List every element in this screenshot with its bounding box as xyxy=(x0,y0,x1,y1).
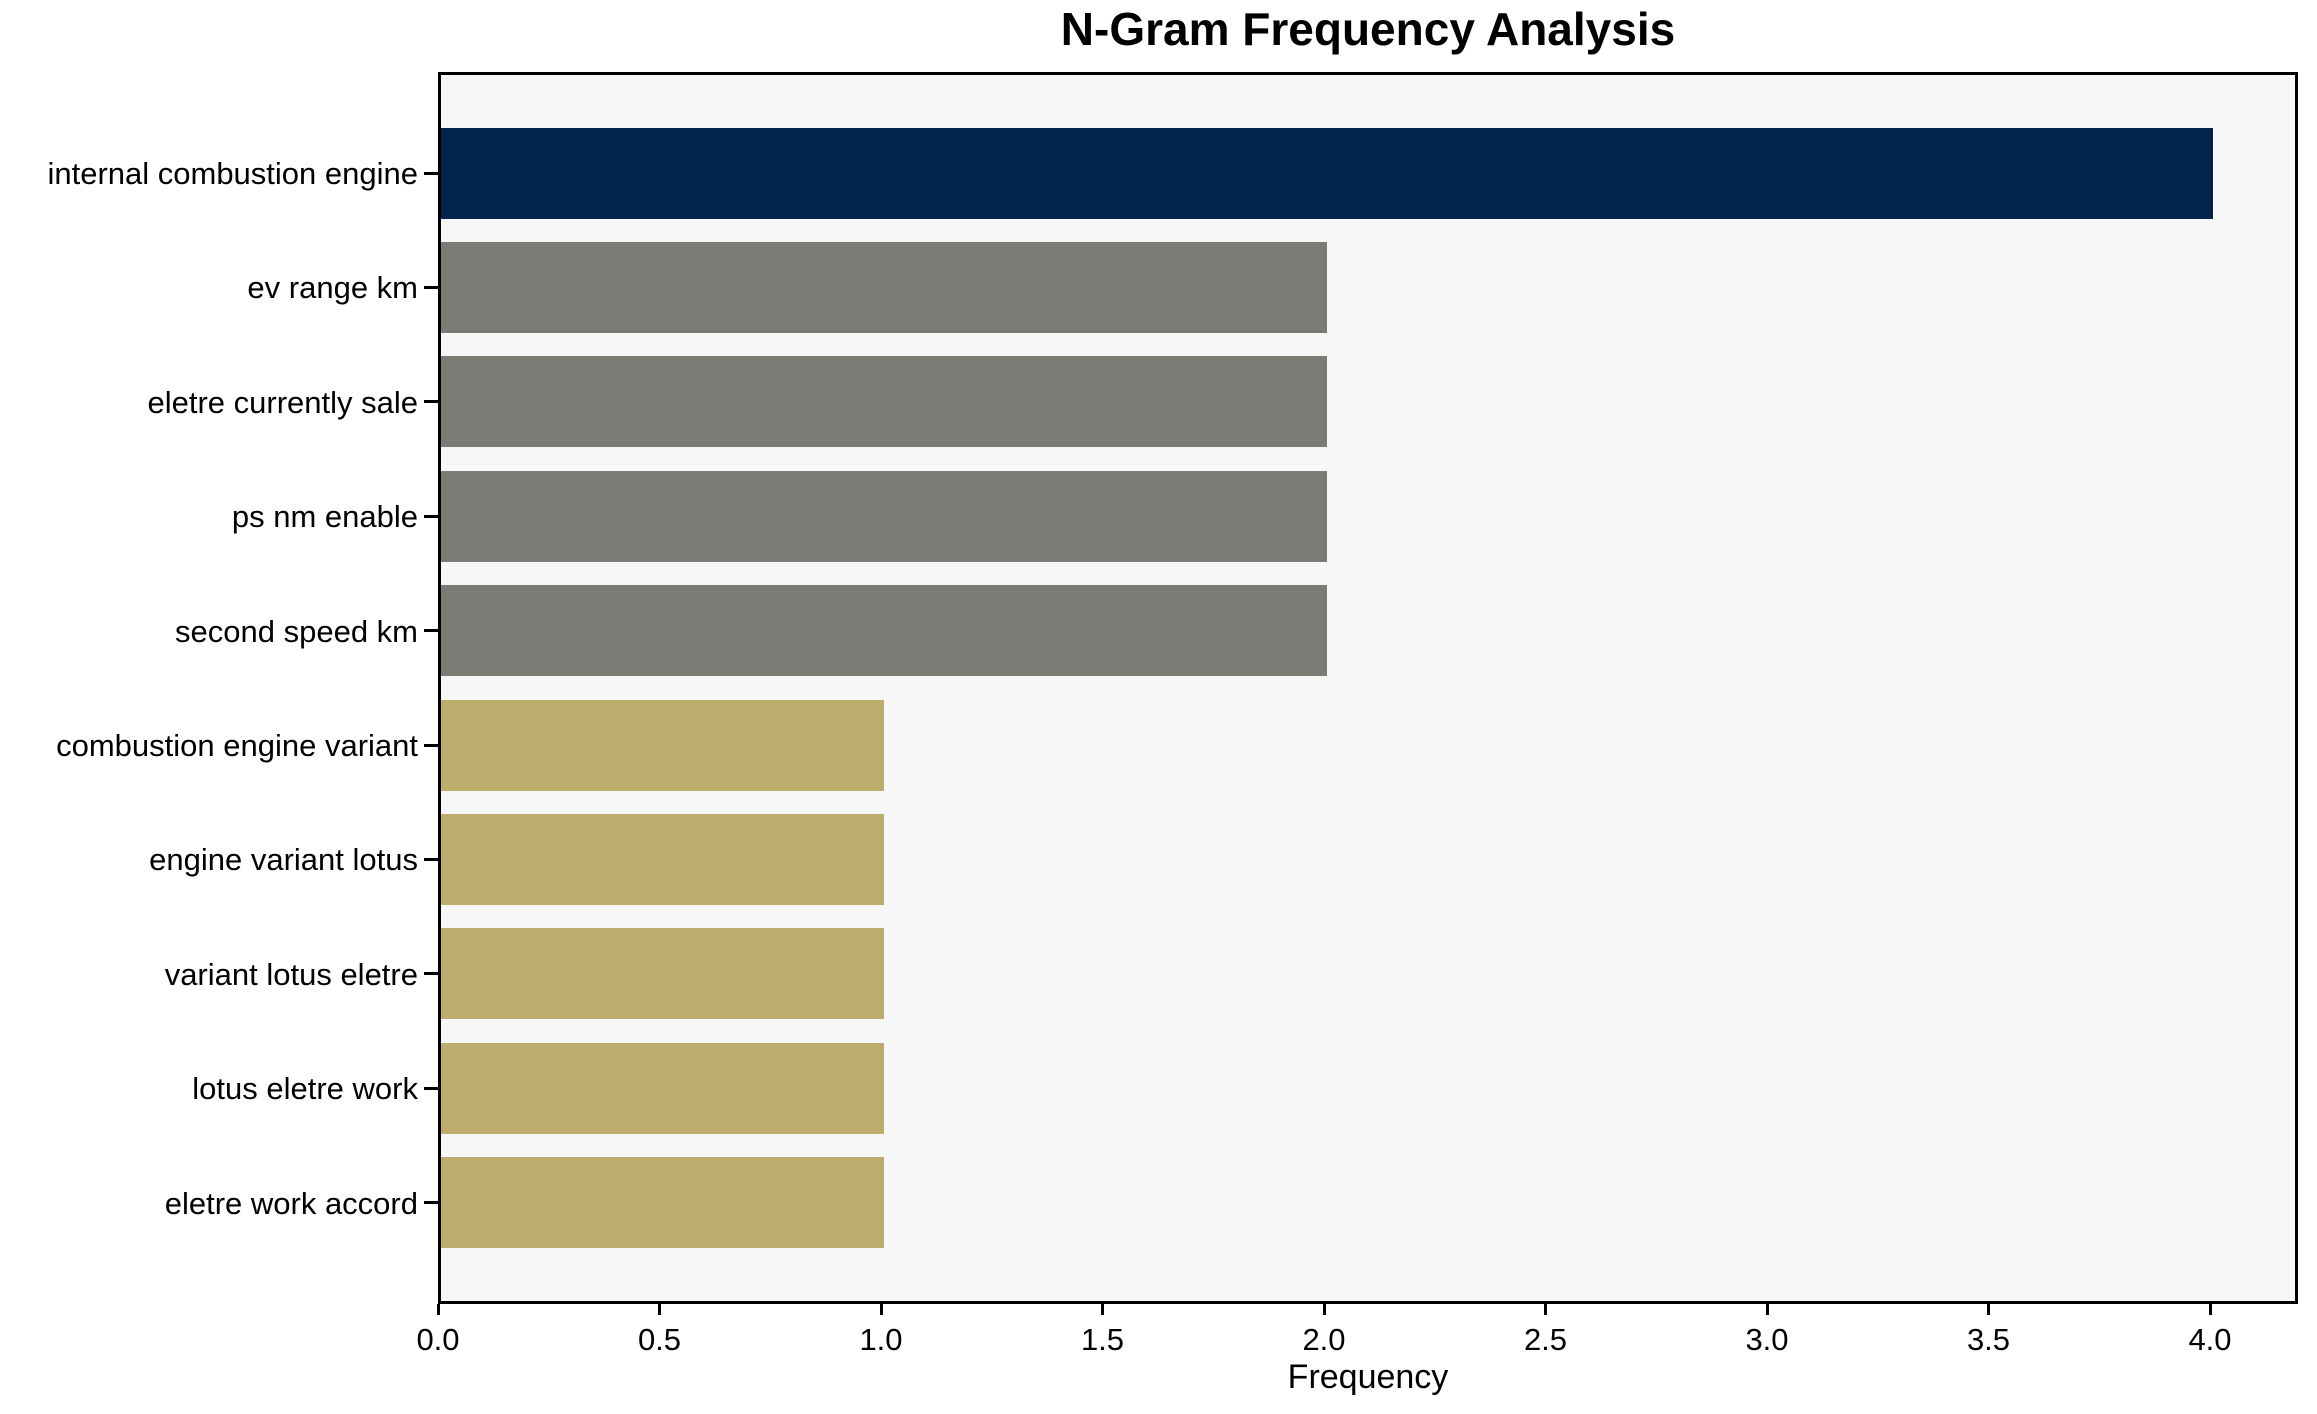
x-tick-mark xyxy=(1101,1304,1104,1315)
x-axis-label: Frequency xyxy=(1287,1358,1449,1396)
y-tick-label: combustion engine variant xyxy=(56,728,418,763)
y-tick-mark xyxy=(424,857,438,861)
x-tick-mark xyxy=(2208,1304,2212,1315)
x-tick-mark xyxy=(879,1304,883,1315)
y-tick-mark xyxy=(424,629,438,633)
y-tick-label: engine variant lotus xyxy=(149,842,418,878)
x-tick-label: 1.5 xyxy=(1080,1322,1125,1357)
y-tick-label: variant lotus eletre xyxy=(164,956,418,992)
y-tick-mark xyxy=(424,285,438,289)
x-tick-mark xyxy=(1544,1304,1547,1315)
plot-area xyxy=(438,72,2298,1304)
x-tick-label: 0.0 xyxy=(416,1322,460,1357)
bar-internal-combustion-engine xyxy=(441,127,2213,219)
y-tick-mark xyxy=(424,1086,438,1090)
x-tick-mark xyxy=(436,1304,440,1315)
bar-engine-variant-lotus xyxy=(441,813,884,905)
y-tick-label: ev range km xyxy=(247,270,418,306)
x-tick-mark xyxy=(1987,1304,1990,1315)
bar-eletre-currently-sale xyxy=(441,356,1327,448)
y-tick-label: second speed km xyxy=(175,613,418,649)
y-tick-label: lotus eletre work xyxy=(192,1071,418,1107)
bar-variant-lotus-eletre xyxy=(441,928,884,1020)
chart-title: N-Gram Frequency Analysis xyxy=(1060,3,1676,55)
y-tick-mark xyxy=(424,400,438,404)
y-tick-mark xyxy=(424,171,438,175)
x-tick-label: 1.0 xyxy=(859,1322,903,1357)
x-tick-mark xyxy=(1765,1304,1769,1315)
x-tick-label: 4.0 xyxy=(2188,1322,2232,1357)
y-tick-mark xyxy=(424,972,438,976)
y-tick-mark xyxy=(424,514,438,518)
x-tick-mark xyxy=(658,1304,661,1315)
bar-ev-range-km xyxy=(441,241,1327,333)
y-tick-label: internal combustion engine xyxy=(47,156,418,191)
x-tick-label: 2.0 xyxy=(1302,1322,1346,1357)
y-tick-mark xyxy=(424,743,438,747)
bar-second-speed-km xyxy=(441,585,1327,677)
x-tick-label: 0.5 xyxy=(637,1322,682,1357)
y-tick-label: ps nm enable xyxy=(231,499,418,535)
y-tick-label: eletre currently sale xyxy=(147,384,418,420)
x-tick-label: 2.5 xyxy=(1523,1322,1568,1357)
y-tick-label: eletre work accord xyxy=(164,1185,418,1221)
bar-lotus-eletre-work xyxy=(441,1042,884,1134)
bar-eletre-work-accord xyxy=(441,1157,884,1249)
bar-combustion-engine-variant xyxy=(441,699,884,791)
x-tick-label: 3.0 xyxy=(1745,1322,1789,1357)
bar-ps-nm-enable xyxy=(441,470,1327,562)
y-tick-mark xyxy=(424,1201,438,1205)
x-tick-mark xyxy=(1322,1304,1326,1315)
x-tick-label: 3.5 xyxy=(1966,1322,2011,1357)
